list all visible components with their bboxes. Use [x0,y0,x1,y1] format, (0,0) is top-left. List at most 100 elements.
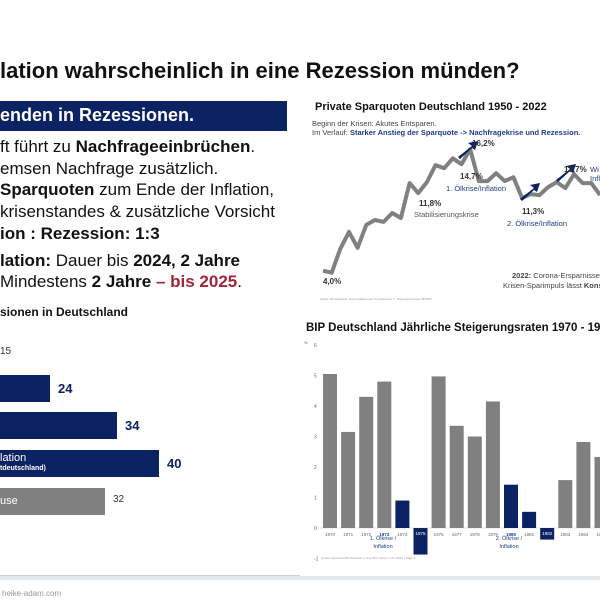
annot-infl: Infl [590,174,600,183]
savings-chart-title: Private Sparquoten Deutschland 1950 - 20… [315,101,547,113]
footer-divider [0,575,300,576]
left-bar [0,412,117,439]
x-tick-label: 1980 [506,532,517,537]
text-line-2: emsen Nachfrage zusätzlich. [0,159,218,179]
text: . [250,137,256,156]
x-tick-label: 1971 [343,532,354,537]
annot-stabilisierungskrise: Stabilisierungskrise [414,210,479,219]
y-tick-label: -1 [314,557,319,563]
x-tick-label: 1975 [415,531,426,536]
note-2022: 2022: Corona-Ersparnisse [512,271,600,280]
savings-line-chart [322,141,600,275]
x-tick-label: 1970 [325,532,336,537]
text-bold: Kons [583,281,600,290]
bar-value: 40 [167,456,182,471]
gdp-bar [431,376,446,528]
text: zum Ende der Inflation, [94,180,274,199]
annot-11-3: 11,3% [522,207,545,216]
text-bold: Nachfrageeinbrüchen [75,137,251,156]
savings-chart-subtitle1: Beginn der Krisen: Akutes Entsparen. [312,119,437,128]
note-sparimpuls: Krisen-Sparimpuls lässt Kons [503,281,600,290]
x-tick-label: 1977 [452,532,463,537]
gdp-bar [341,431,356,528]
x-tick-label: 1981 [524,532,535,537]
text: Dauer bis [51,251,134,270]
text-line-5: ion : Rezession: 1:3 [0,224,160,244]
x-tick-label: 1973 [379,532,390,537]
annot-oelkrise-2: 2. Ölkrise/Inflation [507,219,568,228]
gdp-bar [449,425,464,528]
gdp-bar [323,373,337,528]
banner: enden in Rezessionen. [0,101,287,131]
gdp-bar [467,436,482,528]
bar-value: 32 [113,494,125,505]
left-bar [0,375,50,402]
savings-source: Quelle: Bundesbank, 2022 Indikator aus i… [320,297,432,301]
left-bar: use [0,488,105,515]
y-tick-label: 2 [314,465,317,471]
gdp-bar [359,396,374,528]
annot-14-7: 14,7% [460,172,483,181]
x-tick-label: 1985 [596,532,600,537]
y-tick-label: 5 [314,374,317,380]
gdp-bar [576,441,591,528]
text-bold: ion : Rezession [0,224,125,243]
bar-label: use [0,495,18,507]
annot-11-8: 11,8% [419,199,442,208]
text-line-1: ft führt zu Nachfrageeinbrüchen. [0,137,255,157]
annot-16-2: 16,2% [472,139,495,148]
up-arrow-icon [556,164,576,182]
gdp-source: Quelle: Deutsche Bundesbank / Long Term … [321,556,416,560]
y-tick-label: 3 [314,435,317,441]
left-chart-top-value: 15 [0,346,12,357]
text-line-6: lation: Dauer bis 2024, 2 Jahre [0,251,240,271]
text: Mindestens [0,272,92,291]
footer-url: heike-adam.com [2,589,62,598]
gdp-bar [413,528,428,555]
x-tick-label: 1978 [470,532,481,537]
left-chart-title: sionen in Deutschland [0,305,129,319]
annot-oelkrise-1: 1. Ölkrise/Inflation [446,184,507,193]
gdp-bar [504,484,518,528]
bar-label: lation [0,452,27,464]
text-bold: 2 Jahre [91,272,152,291]
text-bold: Starker Anstieg der Sparquote -> Nachfra… [349,128,581,137]
gdp-ylabel: % [304,340,308,345]
x-tick-label: 1972 [361,532,372,537]
annot-wi: Wi [590,165,599,174]
text: ft führt zu [0,137,76,156]
text-line-4: krisenstandes & zusätzliche Vorsicht [0,202,275,222]
text: Corona-Ersparnisse [531,271,600,280]
x-tick-label: 1983 [560,532,571,537]
x-tick-label: 1982 [542,531,553,536]
annot-4-0: 4,0% [323,277,342,286]
gdp-bar [485,401,500,528]
text: . [237,272,242,291]
gdp-bar [558,480,573,528]
text-red: – bis 2025 [151,272,238,291]
x-tick-label: 1974 [397,532,408,537]
y-tick-label: 4 [314,404,317,410]
text-bold: 2022: [512,271,532,280]
text: Krisen-Sparimpuls lässt [503,281,584,290]
text: krisenstandes & zusätzliche Vorsicht [0,202,275,221]
text-line-3: Sparquoten zum Ende der Inflation, [0,180,274,200]
crisis-note: Inflation [499,544,518,550]
savings-chart-subtitle2: Im Verlauf: Starker Anstieg der Sparquot… [312,128,580,137]
gdp-bar [395,500,410,528]
gdp-bar [540,528,555,540]
crisis-note: Inflation [373,544,392,550]
savings-rate-line [322,147,600,275]
bottom-band [0,576,600,580]
y-tick-label: 6 [314,343,317,349]
gdp-bar [594,456,600,528]
gdp-chart-title: BIP Deutschland Jährliche Steigerungsrat… [306,322,600,334]
crisis-note: 1. Ölkrise / [370,535,397,542]
text: Im Verlauf: [312,128,350,137]
text-bold: lation: [0,251,51,270]
text: : 1:3 [124,224,160,243]
bar-value: 34 [125,418,140,433]
crisis-note: 2. Ölkrise / [496,535,523,542]
up-arrow-icon [520,183,540,201]
text-bold: Sparquoten [0,180,95,199]
